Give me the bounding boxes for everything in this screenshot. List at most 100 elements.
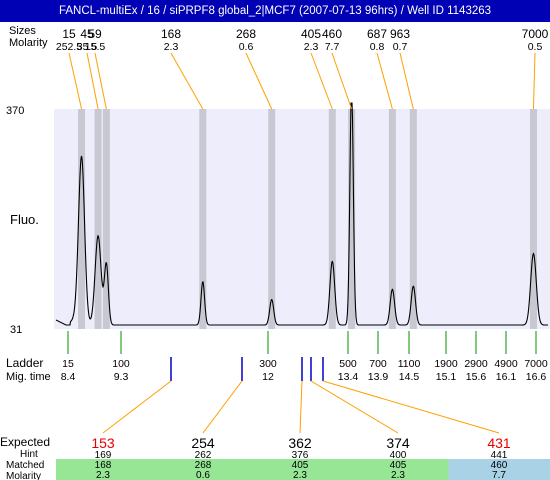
peak-molarity-label: 2.3 <box>304 41 319 53</box>
ladder-size: 4900 <box>494 358 518 370</box>
peak-size-label: 168 <box>161 27 181 41</box>
matched-value: 168 <box>95 460 112 471</box>
ladder-size: 100 <box>112 358 130 370</box>
ladder-size: 7000 <box>524 358 548 370</box>
molarity-label: Molarity <box>9 37 48 49</box>
peak-connector <box>310 52 333 110</box>
expected-value: 362 <box>288 435 312 451</box>
peak-molarity-label: 0.5 <box>528 41 543 53</box>
ladder-size: 1100 <box>398 358 421 370</box>
peak-band <box>348 109 356 329</box>
peak-band <box>94 109 102 329</box>
ladder-mig-time: 15.6 <box>466 371 487 383</box>
peak-molarity-label: 7.7 <box>325 41 340 53</box>
expected-connector <box>202 380 243 434</box>
peak-band <box>102 109 110 329</box>
hint-value: 376 <box>292 450 309 461</box>
peak-band <box>328 109 336 329</box>
peak-band <box>199 109 207 329</box>
matched-row-cell <box>56 459 153 480</box>
peak-size-label: 7000 <box>522 27 549 41</box>
peak-connector <box>170 52 204 110</box>
ladder-mig-time: 16.6 <box>526 371 547 383</box>
peak-connector <box>94 52 107 110</box>
peak-connector <box>376 52 393 110</box>
molarity-value: 2.3 <box>391 470 405 480</box>
ladder-mig-time: 13.4 <box>338 371 359 383</box>
ladder-size: 300 <box>259 358 277 370</box>
peak-size-label: 687 <box>367 27 387 41</box>
hint-value: 400 <box>390 450 407 461</box>
ladder-mig-time: 13.9 <box>368 371 389 383</box>
hint-value: 441 <box>491 450 508 461</box>
ladder-size: 1900 <box>434 358 458 370</box>
ladder-size: 15 <box>62 358 74 370</box>
peak-size-label: 460 <box>322 27 342 41</box>
molarity-value: 2.3 <box>293 470 307 480</box>
hint-value: 169 <box>95 450 112 461</box>
matched-value: 268 <box>195 460 212 471</box>
hint-value: 262 <box>195 450 212 461</box>
y-axis-label: Fluo. <box>10 212 39 227</box>
peak-connector <box>86 52 99 110</box>
matched-row-cell <box>251 459 349 480</box>
expected-connector <box>310 380 399 434</box>
matched-value: 460 <box>491 460 508 471</box>
peak-connector <box>399 52 414 110</box>
ladder-mig-time: 12 <box>262 371 274 383</box>
expected-connector <box>322 380 500 434</box>
peak-molarity-label: 0.7 <box>393 41 408 53</box>
matched-value: 405 <box>292 460 309 471</box>
ladder-mig-time: 14.5 <box>399 371 420 383</box>
window-title: FANCL-multiEx / 16 / siPRPF8 global_2|MC… <box>0 0 550 22</box>
peak-molarity-label: 2.3 <box>164 41 179 53</box>
ladder-mig-time: 8.4 <box>61 371 76 383</box>
expected-value: 254 <box>191 435 215 451</box>
matched-row-cell <box>349 459 449 480</box>
expected-connector <box>102 380 172 434</box>
peak-connector <box>245 52 273 110</box>
expected-value: 431 <box>487 435 511 451</box>
ladder-mig-time: 15.1 <box>436 371 457 383</box>
y-axis-top-tick: 370 <box>6 105 24 117</box>
molarity-value: 0.6 <box>196 470 210 480</box>
peak-size-label: 15 <box>62 27 76 41</box>
peak-size-label: 268 <box>236 27 256 41</box>
table-molarity-label: Molarity <box>6 471 41 480</box>
sizes-label: Sizes <box>9 25 36 37</box>
peak-connector <box>331 52 353 110</box>
molarity-value: 2.3 <box>96 470 110 480</box>
trace-line <box>55 102 548 326</box>
peak-molarity-label: 35.5 <box>77 41 98 53</box>
peak-size-label: 405 <box>301 27 321 41</box>
peak-connector <box>68 52 83 110</box>
peak-size-label: 963 <box>390 27 410 41</box>
expected-value: 374 <box>386 435 410 451</box>
expected-connector <box>299 380 303 434</box>
peak-connector <box>532 52 536 110</box>
peak-band <box>409 109 417 329</box>
peak-size-label: 59 <box>88 27 102 41</box>
peak-molarity-label: 15.5 <box>85 41 106 53</box>
ladder-label: Ladder <box>6 356 43 370</box>
hint-label: Hint <box>20 449 38 460</box>
peak-molarity-label: 0.6 <box>239 41 254 53</box>
plot-area <box>54 109 550 329</box>
peak-molarity-label: 252.5 <box>56 41 82 53</box>
ladder-mig-time: 9.3 <box>114 371 129 383</box>
ladder-size: 700 <box>369 358 387 370</box>
matched-value: 405 <box>390 460 407 471</box>
peak-band <box>78 109 86 329</box>
ladder-size: 500 <box>339 358 357 370</box>
peak-band <box>388 109 396 329</box>
ladder-mig-time: 16.1 <box>496 371 517 383</box>
matched-label: Matched <box>6 460 44 471</box>
y-axis-bottom-tick: 31 <box>10 324 22 336</box>
expected-value: 153 <box>91 435 115 451</box>
matched-row-cell <box>153 459 252 480</box>
molarity-value: 7.7 <box>492 470 506 480</box>
peak-size-label: 45 <box>80 27 94 41</box>
mig-time-label: Mig. time <box>6 371 51 383</box>
